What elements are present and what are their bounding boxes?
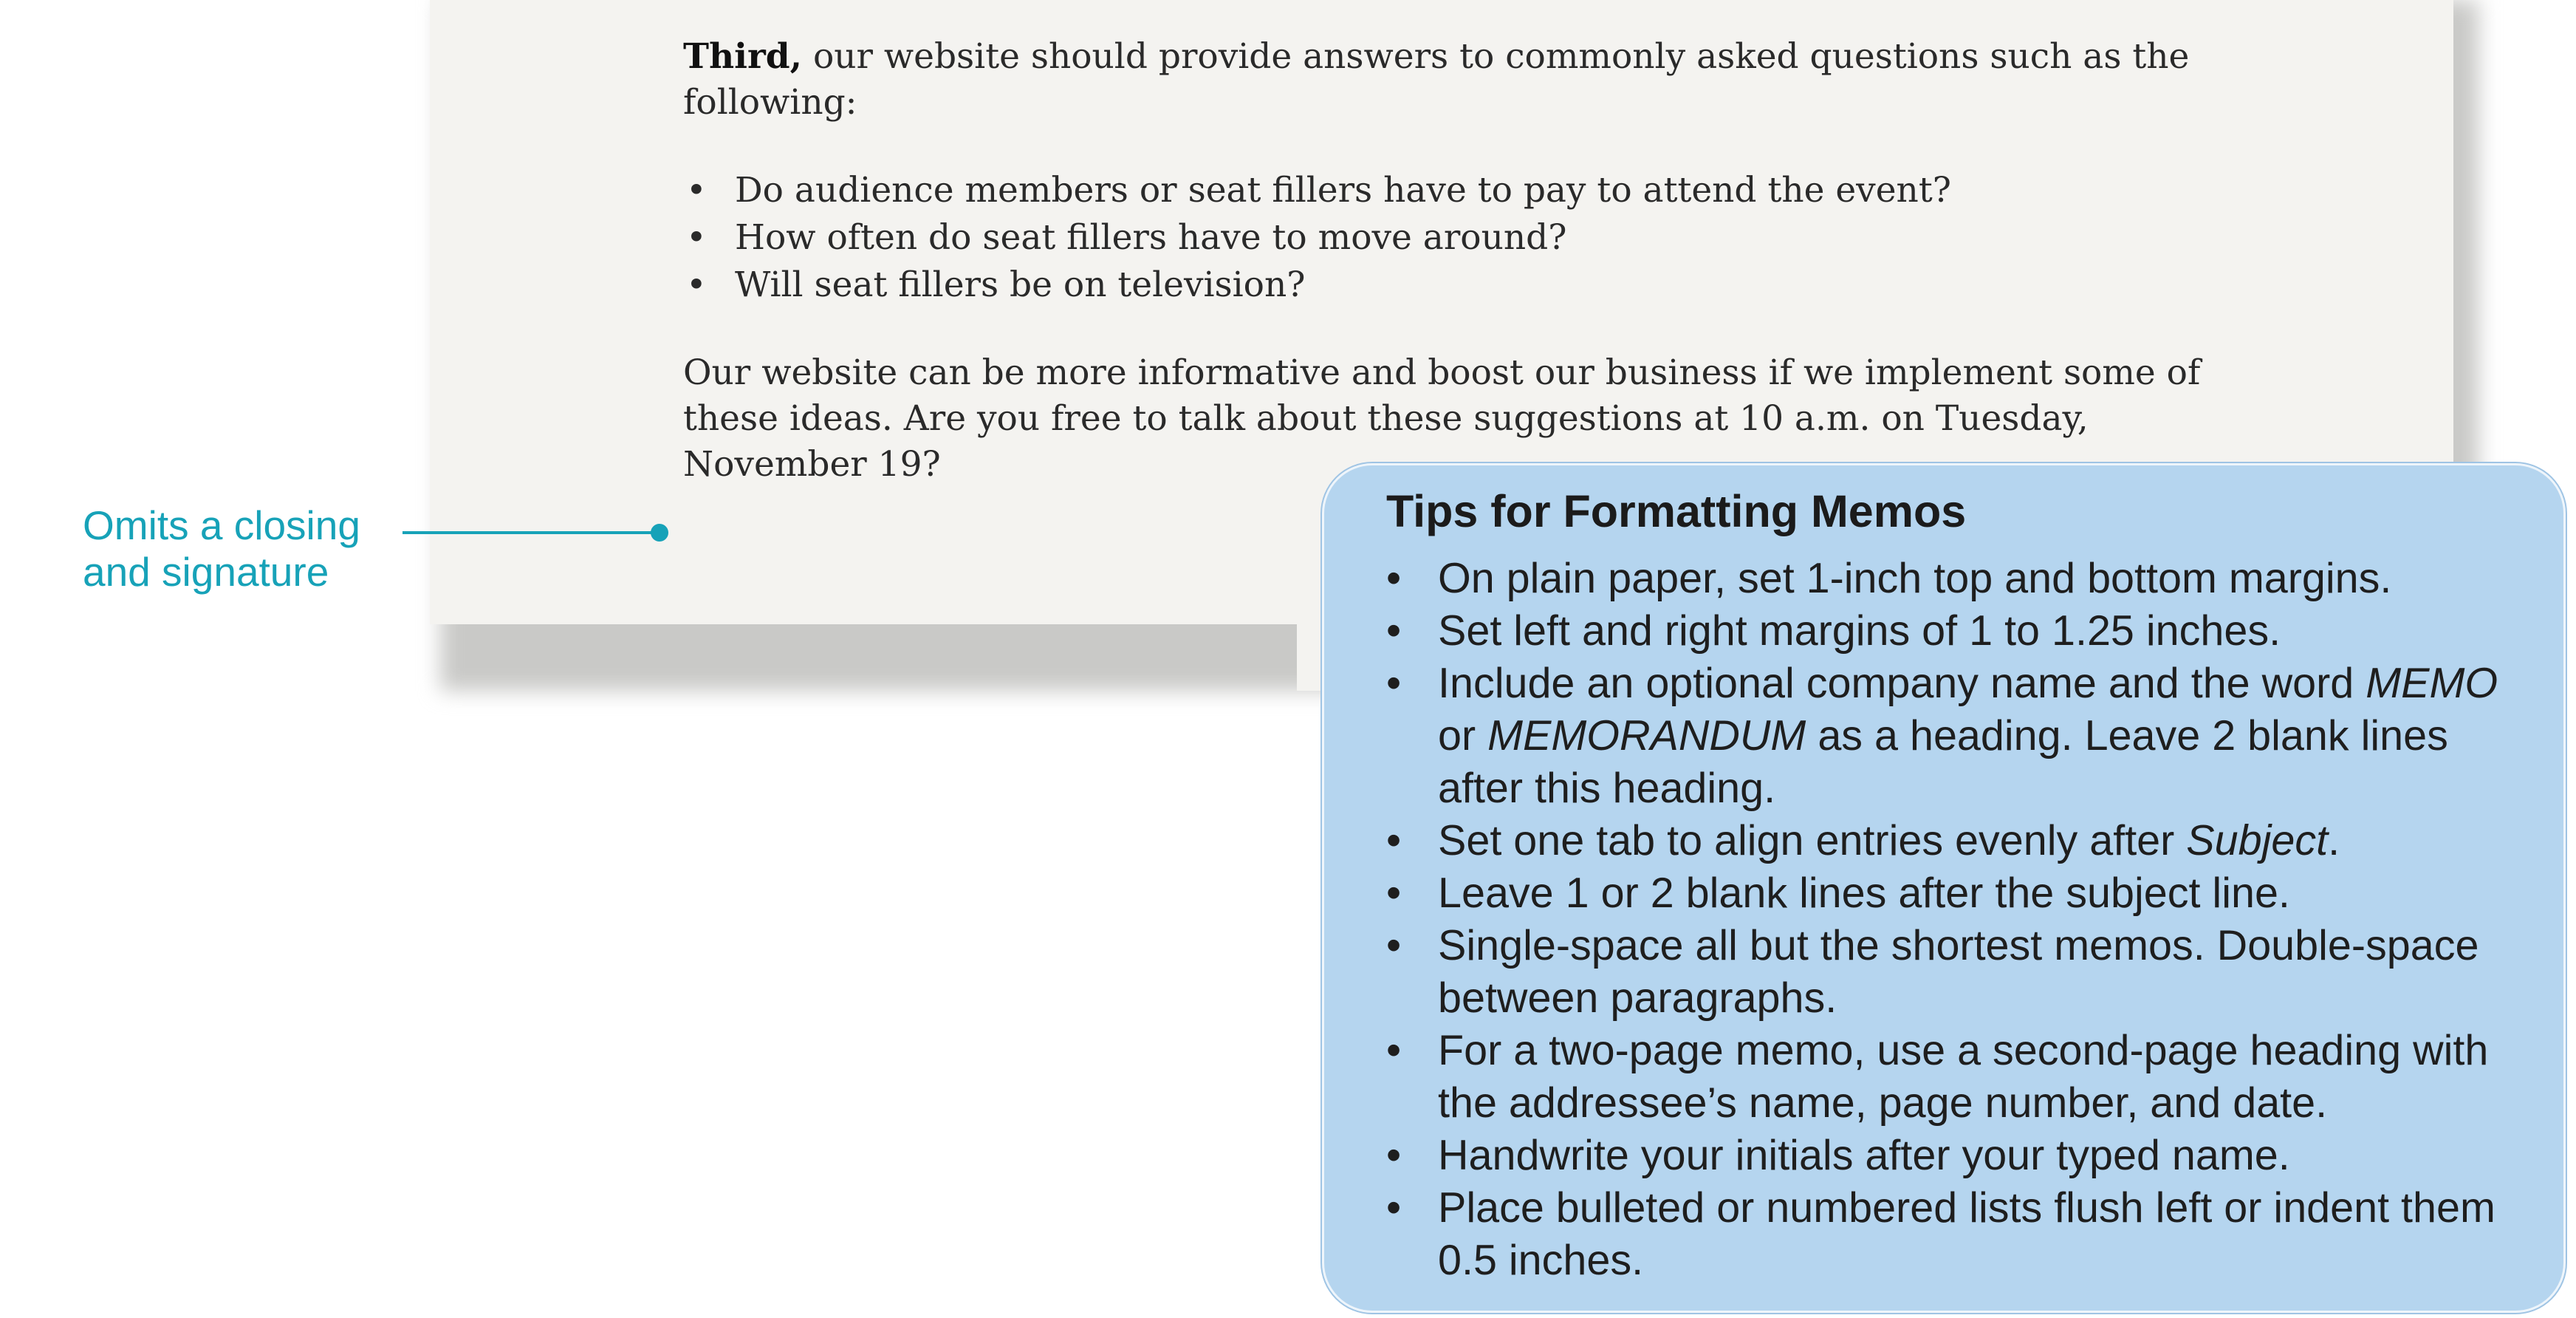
list-item: • For a two-page memo, use a second-page … <box>1386 1025 2538 1130</box>
list-item: • Set one tab to align entries evenly aft… <box>1386 815 2538 867</box>
tips-title: Tips for Formatting Memos <box>1386 486 1967 536</box>
bullet-icon: • <box>1386 607 1402 655</box>
list-item: • Place bulleted or numbered lists flush … <box>1386 1182 2538 1287</box>
list-item-text: Set left and right margins of 1 to 1.25 … <box>1438 607 2281 655</box>
memo-question-list: • Do audience members or seat fillers hav… <box>683 167 2234 309</box>
list-item: • Handwrite your initials after your type… <box>1386 1130 2538 1182</box>
bullet-icon: • <box>1386 1184 1402 1232</box>
tip-emphasis: Subject <box>2186 817 2329 864</box>
tip-emphasis: MEMORANDUM <box>1487 712 1806 759</box>
bullet-icon: • <box>1386 922 1402 969</box>
tip-emphasis: MEMO <box>2366 660 2498 707</box>
list-item: • Include an optional company name and th… <box>1386 658 2538 815</box>
list-item-text: On plain paper, set 1-inch top and botto… <box>1438 555 2392 602</box>
list-item: • Do audience members or seat fillers hav… <box>683 167 2234 214</box>
list-item-text: Handwrite your initials after your typed… <box>1438 1132 2290 1179</box>
callout-label-line: Omits a closing <box>83 502 360 548</box>
memo-paragraph-text: our website should provide answers to co… <box>683 36 2190 123</box>
callout-leader-line <box>402 531 660 534</box>
memo-body: Third, our website should provide answer… <box>683 34 2234 488</box>
bullet-icon: • <box>1386 817 1402 864</box>
list-item-text: For a two-page memo, use a second-page h… <box>1438 1027 2489 1127</box>
tip-text: Set one tab to align entries evenly afte… <box>1438 817 2187 864</box>
callout-label: Omits a closing and signature <box>83 502 360 595</box>
tip-text: Include an optional company name and the… <box>1438 660 2366 707</box>
bullet-icon: • <box>1386 1027 1402 1074</box>
bullet-icon: • <box>686 217 707 258</box>
tip-text: or <box>1438 712 1488 759</box>
tips-list: • On plain paper, set 1-inch top and bott… <box>1386 553 2538 1287</box>
list-item-text: Place bulleted or numbered lists flush l… <box>1438 1184 2496 1284</box>
list-item: • Will seat fillers be on television? <box>683 262 2234 309</box>
bullet-icon: • <box>1386 1132 1402 1179</box>
tip-text: . <box>2328 817 2340 864</box>
bullet-icon: • <box>1386 555 1402 602</box>
callout-dot-icon <box>651 524 668 542</box>
list-item-text: How often do seat fillers have to move a… <box>735 217 1567 258</box>
list-item-text: Leave 1 or 2 blank lines after the subje… <box>1438 870 2290 917</box>
list-item-text: Single-space all but the shortest memos.… <box>1438 922 2479 1022</box>
list-item: • Set left and right margins of 1 to 1.25… <box>1386 605 2538 658</box>
tips-box: Tips for Formatting Memos • On plain pape… <box>1322 463 2566 1313</box>
bullet-icon: • <box>686 264 707 305</box>
memo-paragraph-third: Third, our website should provide answer… <box>683 34 2234 126</box>
list-item-text: Include an optional company name and the… <box>1438 660 2498 812</box>
list-item: • On plain paper, set 1-inch top and bott… <box>1386 553 2538 605</box>
list-item-text: Set one tab to align entries evenly afte… <box>1438 817 2340 864</box>
memo-paragraph-lead: Third, <box>683 36 802 77</box>
bullet-icon: • <box>1386 870 1402 917</box>
bullet-icon: • <box>1386 660 1402 707</box>
list-item: • Single-space all but the shortest memos… <box>1386 920 2538 1025</box>
list-item: • Leave 1 or 2 blank lines after the subj… <box>1386 867 2538 920</box>
list-item-text: Do audience members or seat fillers have… <box>735 170 1951 211</box>
bullet-icon: • <box>686 170 707 211</box>
list-item: • How often do seat fillers have to move … <box>683 214 2234 262</box>
callout-label-line: and signature <box>83 549 329 595</box>
tip-text: as a heading. Leave 2 blank lines after … <box>1438 712 2448 812</box>
list-item-text: Will seat fillers be on television? <box>735 264 1306 305</box>
memo-closing-paragraph: Our website can be more informative and … <box>683 352 2201 485</box>
